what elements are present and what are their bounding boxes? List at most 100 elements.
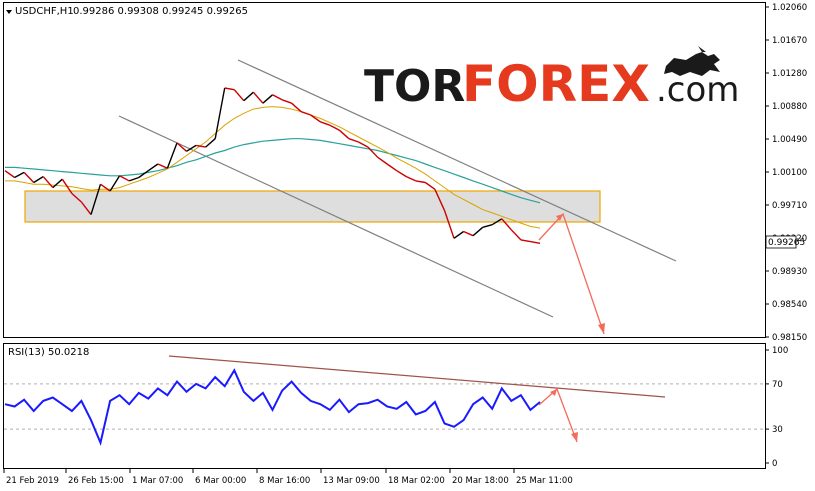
logo-text-com: .com <box>656 70 739 110</box>
price-tick-label: 1.00880 <box>772 102 807 112</box>
moving-average-fast <box>5 106 541 229</box>
price-segment <box>119 175 130 182</box>
price-tick-label: 1.02060 <box>772 3 807 13</box>
channel-lower-line <box>118 115 554 318</box>
forecast-arrow-down-head <box>598 323 605 334</box>
rsi-title: RSI(13) 50.0218 <box>8 347 89 358</box>
time-tick-label: 20 Mar 18:00 <box>452 476 509 486</box>
current-price-tag: 0.99265 <box>765 235 805 249</box>
price-segment <box>491 218 503 226</box>
rsi-forecast-arrows <box>538 387 578 443</box>
price-segment <box>195 144 206 148</box>
channel-upper-line <box>237 59 677 262</box>
rsi-line <box>4 368 541 446</box>
price-segment <box>14 171 25 179</box>
price-segment <box>233 89 245 102</box>
forecast-arrow-up-head <box>556 214 563 221</box>
price-segment <box>252 91 264 104</box>
rsi-tick-label: 100 <box>772 346 788 356</box>
price-segment <box>214 87 226 139</box>
price-segment <box>147 163 159 172</box>
time-tick-label: 13 Mar 09:00 <box>323 476 380 486</box>
rsi-arrow-up-head <box>550 389 557 396</box>
price-segment <box>138 170 149 179</box>
price-segment <box>205 138 216 148</box>
svg-text:0.99265: 0.99265 <box>768 238 805 248</box>
rsi-axis: 100 70 30 0 <box>765 346 788 469</box>
price-tick-label: 0.98150 <box>772 333 807 343</box>
symbol-dropdown-icon[interactable] <box>6 10 12 14</box>
price-segment <box>463 230 474 237</box>
ma-slow-line <box>5 138 541 204</box>
price-segment <box>472 226 484 237</box>
bull-icon <box>664 46 720 76</box>
price-segment <box>23 171 35 183</box>
price-segment <box>262 94 273 104</box>
time-tick-label: 25 Mar 11:00 <box>516 476 573 486</box>
time-tick-label: 26 Feb 15:00 <box>68 476 124 486</box>
price-axis: 1.02060 1.01670 1.01280 1.00880 1.00490 1.001… <box>765 3 807 343</box>
price-segment <box>396 170 407 178</box>
time-tick-label: 1 Mar 07:00 <box>132 476 183 486</box>
rsi-panel-frame <box>3 343 766 469</box>
price-segment <box>424 181 436 190</box>
price-segment <box>320 121 331 126</box>
price-tick-label: 0.98930 <box>772 267 807 277</box>
rsi-arrow-down-head <box>571 432 578 442</box>
ma-fast-line <box>5 106 541 229</box>
price-segment <box>367 146 379 158</box>
price-segment <box>415 180 426 184</box>
logo-text-tor: TOR <box>364 61 465 112</box>
price-segment <box>501 218 512 231</box>
price-segment <box>520 239 531 243</box>
price-segment <box>71 192 82 203</box>
price-tick-label: 0.99710 <box>772 201 807 211</box>
price-panel-frame <box>3 2 766 338</box>
price-segment <box>310 114 321 123</box>
price-segment <box>166 142 178 169</box>
rsi-tick-label: 70 <box>772 380 783 390</box>
price-segment <box>338 129 350 140</box>
price-segment <box>329 124 340 131</box>
price-segment <box>272 94 283 101</box>
price-tick-label: 1.00100 <box>772 168 807 178</box>
price-segment <box>100 183 111 192</box>
price-segment <box>434 189 446 211</box>
price-segment <box>530 240 541 244</box>
price-segment <box>61 178 73 194</box>
price-segment <box>281 99 292 104</box>
price-segment <box>358 141 369 148</box>
time-tick-label: 18 Mar 02:00 <box>388 476 445 486</box>
price-segment <box>128 176 140 182</box>
torforex-logo: TOR FOREX .com <box>364 46 739 113</box>
price-candles <box>4 87 541 244</box>
price-segment <box>386 163 398 172</box>
price-segment <box>377 156 388 165</box>
price-segment <box>453 230 465 239</box>
price-tick-label: 1.01670 <box>772 36 807 46</box>
rsi-tick-label: 30 <box>772 425 783 435</box>
time-tick-label: 8 Mar 16:00 <box>259 476 310 486</box>
price-segment <box>224 87 235 91</box>
price-segment <box>90 183 102 215</box>
price-segment <box>157 163 168 169</box>
logo-text-forex: FOREX <box>462 55 650 113</box>
price-tick-label: 0.98540 <box>772 300 807 310</box>
price-segment <box>243 91 254 102</box>
price-segment <box>33 176 44 184</box>
forecast-arrows <box>538 212 605 335</box>
price-segment <box>482 224 493 228</box>
price-segment <box>348 138 359 143</box>
price-tick-label: 1.00490 <box>772 135 807 145</box>
price-segment <box>80 201 92 216</box>
time-tick-label: 6 Mar 00:00 <box>195 476 246 486</box>
price-segment <box>291 102 302 113</box>
ohlc-values: 0.99286 0.99308 0.99245 0.99265 <box>73 6 248 17</box>
price-segment <box>510 229 522 241</box>
price-segment <box>42 176 54 189</box>
price-segment <box>4 170 16 179</box>
time-tick-label: 21 Feb 2019 <box>6 476 59 486</box>
rsi-tick-label: 0 <box>772 459 777 469</box>
rsi-polyline <box>4 368 541 446</box>
